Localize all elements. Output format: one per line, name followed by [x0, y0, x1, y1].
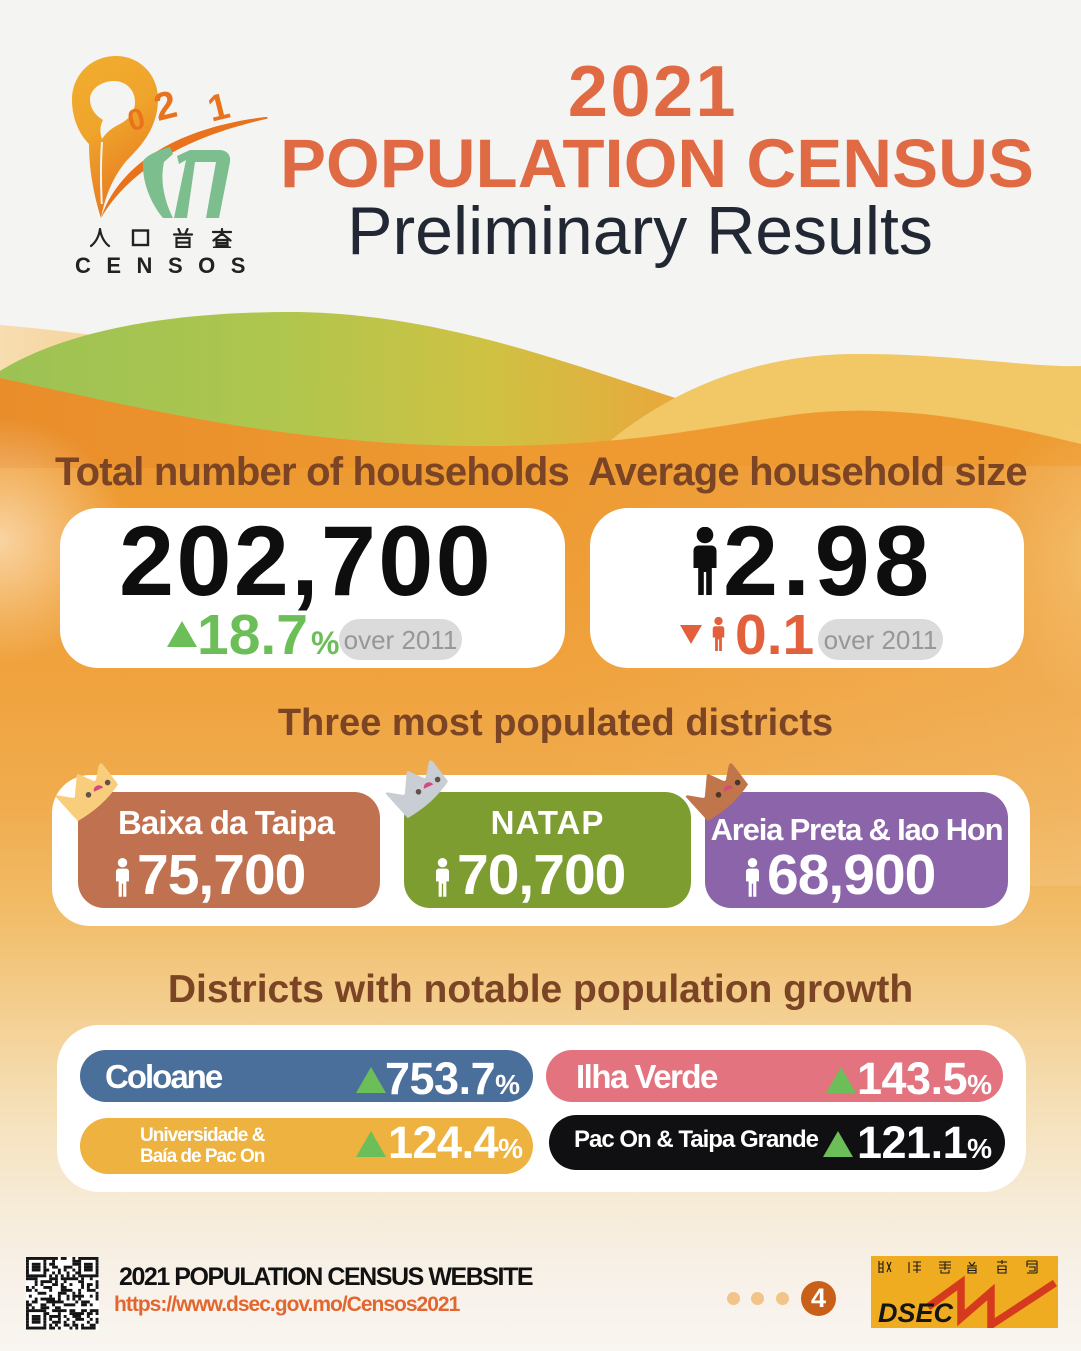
svg-text:1: 1 [204, 85, 234, 130]
svg-text:DSEC: DSEC [878, 1298, 954, 1328]
svg-text:2: 2 [150, 83, 181, 130]
